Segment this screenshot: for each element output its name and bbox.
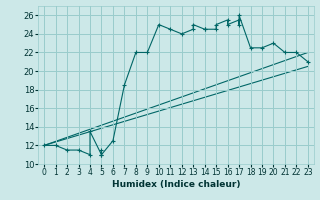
X-axis label: Humidex (Indice chaleur): Humidex (Indice chaleur) [112,180,240,189]
